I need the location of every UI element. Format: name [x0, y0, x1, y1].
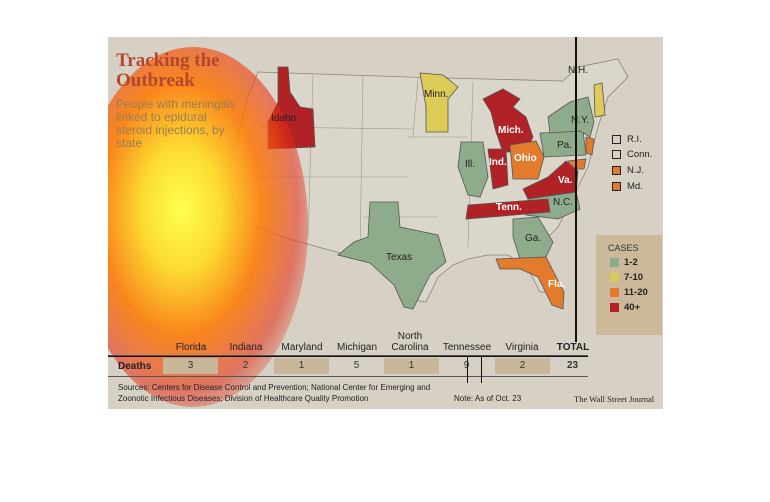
small-state-label: N.J.: [627, 165, 644, 176]
state-texas: [337, 201, 447, 310]
bracket-line: [467, 357, 468, 383]
small-state-swatch: [612, 182, 621, 191]
legend-label: 40+: [624, 302, 641, 313]
label-ny: N.Y.: [571, 115, 590, 126]
label-mich: Mich.: [498, 125, 524, 136]
table-bottom-rule: [108, 376, 588, 377]
col-head-virginia: Virginia: [505, 342, 539, 353]
label-va: Va.: [558, 175, 573, 186]
label-ohio: Ohio: [514, 153, 537, 164]
label-texas: Texas: [386, 252, 413, 263]
label-ill: Ill.: [465, 159, 475, 170]
label-pa: Pa.: [557, 140, 573, 151]
graphic-subtitle: People with meningitis linked to epidura…: [116, 97, 236, 150]
label-tenn: Tenn.: [496, 202, 522, 213]
state-michigan: [482, 88, 534, 153]
vertical-divider-line: [575, 37, 577, 342]
col-head-michigan: Michigan: [336, 342, 378, 353]
label-nc: N.C.: [553, 197, 573, 208]
publisher-credit: The Wall Street Journal: [574, 394, 655, 404]
us-map: [227, 58, 629, 310]
small-state-swatch: [612, 150, 621, 159]
col-head-north-carolina: North Carolina: [391, 331, 429, 353]
small-state-swatch: [612, 135, 621, 144]
state-tennessee: [465, 198, 551, 220]
legend-label: 11-20: [624, 287, 648, 298]
state-illinois: [457, 141, 489, 198]
label-ga: Ga.: [525, 233, 542, 244]
legend-swatch: [610, 303, 619, 312]
horizontal-divider-line: [108, 356, 588, 357]
deaths-michigan: 5: [353, 360, 360, 371]
deaths-florida: 3: [163, 358, 218, 374]
state-borders: [253, 74, 474, 253]
label-nh: N.H.: [568, 65, 588, 76]
small-state-label: Md.: [627, 181, 643, 192]
label-ind: Ind.: [489, 157, 507, 168]
bracket-line: [481, 357, 482, 383]
legend-label: 1-2: [624, 257, 638, 268]
graphic-title: Tracking the Outbreak: [116, 50, 220, 91]
state-ohio: [509, 140, 545, 180]
legend-swatch: [610, 288, 619, 297]
deaths-row-label: Deaths: [118, 361, 152, 372]
cases-legend: CASES 1-2 7-10 11-20 40+: [596, 235, 662, 335]
legend-swatch: [610, 273, 619, 282]
infographic: Tracking the Outbreak People with mening…: [108, 37, 663, 409]
state-new-jersey: [585, 136, 595, 156]
deaths-tennessee: 9: [439, 358, 494, 374]
deaths-indiana: 2: [242, 360, 249, 371]
state-minnesota: [419, 72, 459, 133]
state-new-york: [547, 96, 595, 138]
deaths-maryland: 1: [274, 358, 329, 374]
deaths-north-carolina: 1: [384, 358, 439, 374]
small-state-label: R.I.: [627, 134, 642, 145]
source-note: Sources: Centers for Disease Control and…: [118, 383, 431, 403]
date-note: Note: As of Oct. 23: [454, 394, 522, 403]
col-head-tennessee: Tennessee: [442, 342, 492, 353]
col-head-indiana: Indiana: [229, 342, 263, 353]
deaths-virginia: 2: [495, 358, 550, 374]
label-idaho: Idaho: [271, 113, 297, 124]
state-indiana: [487, 148, 509, 190]
col-head-maryland: Maryland: [281, 342, 323, 353]
legend-label: 7-10: [624, 272, 644, 283]
legend-title: CASES: [608, 243, 639, 253]
col-head-florida: Florida: [175, 342, 207, 353]
state-new-hampshire: [593, 82, 606, 118]
heatmap-glow-overlay: [108, 47, 308, 407]
col-head-total: TOTAL: [556, 342, 590, 353]
small-state-swatch: [612, 166, 621, 175]
label-minn: Minn.: [424, 89, 449, 100]
legend-swatch: [610, 258, 619, 267]
deaths-total: 23: [566, 360, 579, 371]
small-state-label: Conn.: [627, 149, 653, 160]
table-top-rule: [108, 355, 588, 356]
state-florida: [495, 256, 565, 310]
label-fla: Fla.: [548, 279, 566, 290]
